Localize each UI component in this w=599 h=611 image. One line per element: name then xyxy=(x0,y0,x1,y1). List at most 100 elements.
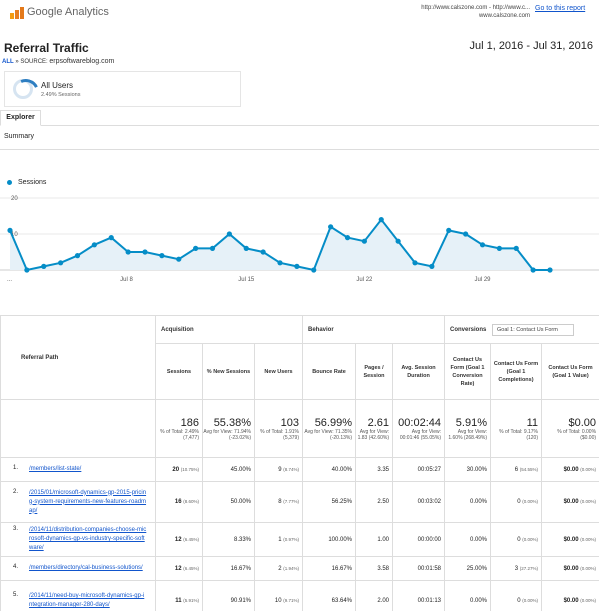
sessions-pct: (10.75%) xyxy=(180,466,199,472)
referral-path-link[interactable]: /2014/11/need-buy-microsoft-dynamics-gp-… xyxy=(29,593,145,608)
referral-path-cell: 3. /2014/11/distribution-companies-choose… xyxy=(0,522,156,557)
data-point xyxy=(513,245,519,251)
bounce-rate-cell: 100.00% xyxy=(302,522,356,557)
total-comparison: Avg for View: 71.35% (-20.13%) xyxy=(304,428,352,441)
total-value: 00:02:44 xyxy=(398,416,441,429)
breadcrumb-source-value: erpsoftwareblog.com xyxy=(49,58,115,65)
y-tick-label: 20 xyxy=(11,196,18,202)
new-sessions-value: 45.00% xyxy=(230,466,251,473)
new-sessions-cell: 50.00% xyxy=(202,481,255,523)
go-to-report-link[interactable]: Go to this report xyxy=(535,5,586,12)
bounce-rate-cell: 63.64% xyxy=(302,580,356,611)
col-header[interactable]: Contact Us Form (Goal 1 Completions) xyxy=(490,343,542,400)
new-sessions-value: 16.67% xyxy=(230,565,251,572)
col-header[interactable]: Pages / Session xyxy=(355,343,393,400)
goal-value-cell: $0.00 (0.00%) xyxy=(540,457,599,482)
conv-rate-value: 30.00% xyxy=(466,466,487,473)
col-referral-path[interactable]: Referral Path xyxy=(0,315,156,400)
x-tick-label: Jul 29 xyxy=(475,277,492,283)
referral-path-link[interactable]: /members/list-state/ xyxy=(29,466,82,472)
data-point xyxy=(547,267,553,273)
bounce-rate-value: 40.00% xyxy=(331,466,352,473)
table-row[interactable]: 4. /members/directory/cal-business-soluti… xyxy=(0,556,599,581)
goal-select[interactable]: Goal 1: Contact Us Form xyxy=(492,323,575,336)
new-users-cell: 9 (8.74%) xyxy=(254,457,303,482)
conv-rate-cell: 0.00% xyxy=(444,522,491,557)
data-point xyxy=(429,263,435,269)
goal-value-cell: $0.00 (0.00%) xyxy=(540,556,599,581)
conv-rate-value: 0.00% xyxy=(469,598,487,604)
new-sessions-cell: 90.91% xyxy=(202,580,255,611)
tab-summary[interactable]: Summary xyxy=(4,133,34,140)
ga-header: Google Analytics http://www.calszone.com… xyxy=(0,0,599,26)
pages-session-cell: 2.00 xyxy=(355,580,393,611)
duration-cell: 00:05:27 xyxy=(392,457,445,482)
new-users-value: 1 xyxy=(278,536,282,543)
sessions-value: 20 xyxy=(172,466,180,473)
referral-path-link[interactable]: /2015/01/microsoft-dynamics-gp-2015-pric… xyxy=(29,489,147,514)
breadcrumb-all-link[interactable]: ALL xyxy=(2,59,14,65)
new-sessions-cell: 45.00% xyxy=(202,457,255,482)
goal-value: $0.00 xyxy=(563,499,579,505)
data-point xyxy=(496,245,502,251)
totals-cell: $0.00% of Total: 0.00% ($0.00) xyxy=(540,399,599,458)
referral-path-cell: 2. /2015/01/microsoft-dynamics-gp-2015-pr… xyxy=(0,481,156,523)
totals-cell: 11% of Total: 9.17% (120) xyxy=(490,399,542,458)
x-tick-label: Jul 22 xyxy=(356,277,373,283)
conv-rate-cell: 30.00% xyxy=(444,457,491,482)
duration-value: 00:00:00 xyxy=(417,536,441,543)
date-range[interactable]: Jul 1, 2016 - Jul 31, 2016 xyxy=(469,40,593,52)
col-header[interactable]: Contact Us Form (Goal 1 Value) xyxy=(540,343,599,400)
duration-cell: 00:00:00 xyxy=(392,522,445,557)
total-value: 56.99% xyxy=(314,416,352,429)
totals-cell: 5.91% Avg for View: 1.60% (268.49%) xyxy=(444,399,491,458)
totals-cell: 2.61 Avg for View: 1.83 (42.60%) xyxy=(355,399,393,458)
sessions-chart[interactable]: 20 10... Jul 8 Jul 15 Jul 22 Jul 29 xyxy=(0,190,599,285)
goal-value-cell: $0.00 (0.00%) xyxy=(540,580,599,611)
new-users-pct: (1.94%) xyxy=(283,565,299,571)
data-point xyxy=(277,260,283,266)
referral-path-link[interactable]: /2014/11/distribution-companies-choose-m… xyxy=(29,527,147,551)
totals-cell: 56.99% Avg for View: 71.35% (-20.13%) xyxy=(302,399,356,458)
data-point xyxy=(125,249,131,255)
sessions-pct: (8.60%) xyxy=(183,499,199,504)
data-point xyxy=(395,238,401,244)
duration-value: 00:05:27 xyxy=(417,466,441,473)
total-value: $0.00 xyxy=(568,416,597,429)
table-row[interactable]: 1./members/list-state/20 (10.75%) 45.00% 9… xyxy=(0,457,599,482)
segment-card[interactable]: All Users 2.49% Sessions xyxy=(4,71,241,107)
bounce-rate-value: 63.64% xyxy=(331,598,352,604)
completions-cell: 3 (27.27%) xyxy=(490,556,542,581)
completions-pct: (27.27%) xyxy=(519,565,538,571)
pages-session-value: 1.00 xyxy=(377,536,389,543)
table-row[interactable]: 5. /2014/11/need-buy-microsoft-dynamics-g… xyxy=(0,580,599,611)
conv-rate-value: 25.00% xyxy=(466,565,487,572)
google-analytics-logo-icon xyxy=(10,7,24,19)
duration-value: 00:01:58 xyxy=(417,565,441,572)
data-point xyxy=(108,235,114,241)
referral-path-cell: 4. /members/directory/cal-business-soluti… xyxy=(0,556,156,581)
data-point xyxy=(361,238,367,244)
col-header[interactable]: % New Sessions xyxy=(202,343,255,400)
goal-value-pct: (0.00%) xyxy=(580,536,597,542)
data-point xyxy=(412,260,418,266)
new-sessions-value: 50.00% xyxy=(230,499,251,505)
new-users-value: 10 xyxy=(274,598,282,604)
tab-explorer[interactable]: Explorer xyxy=(0,110,41,126)
bounce-rate-cell: 56.25% xyxy=(302,481,356,523)
total-comparison: % of Total: 0.00% ($0.00) xyxy=(557,428,597,441)
col-header[interactable]: Avg. Session Duration xyxy=(392,343,445,400)
col-header[interactable]: Sessions xyxy=(155,343,203,400)
new-users-cell: 10 (9.71%) xyxy=(254,580,303,611)
data-point xyxy=(463,231,469,237)
col-header[interactable]: Bounce Rate xyxy=(302,343,356,400)
table-row[interactable]: 2. /2015/01/microsoft-dynamics-gp-2015-pr… xyxy=(0,481,599,523)
segment-pie-icon xyxy=(13,79,33,99)
table-row[interactable]: 3. /2014/11/distribution-companies-choose… xyxy=(0,522,599,557)
x-tick-label: Jul 8 xyxy=(120,277,133,283)
referral-path-link[interactable]: /members/directory/cal-business-solution… xyxy=(29,565,143,571)
col-header[interactable]: New Users xyxy=(254,343,303,400)
report-url: http://www.calszone.com - http://www.c..… xyxy=(421,5,530,19)
col-header[interactable]: Contact Us Form (Goal 1 Conversion Rate) xyxy=(444,343,491,400)
completions-value: 0 xyxy=(517,536,521,543)
